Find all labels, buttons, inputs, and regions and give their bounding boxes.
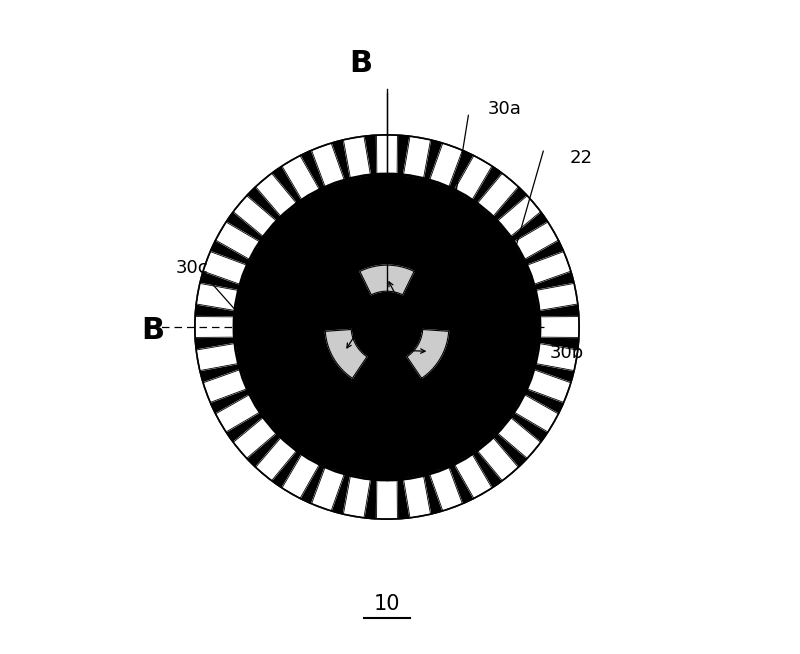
- Text: 10: 10: [374, 594, 400, 613]
- Circle shape: [369, 309, 406, 345]
- Circle shape: [241, 181, 534, 473]
- Polygon shape: [407, 330, 449, 378]
- Polygon shape: [430, 467, 462, 511]
- Circle shape: [195, 135, 579, 519]
- Text: B: B: [350, 49, 373, 78]
- Polygon shape: [195, 317, 234, 337]
- Circle shape: [318, 258, 455, 396]
- Polygon shape: [360, 265, 414, 295]
- Polygon shape: [478, 438, 518, 481]
- Text: 22: 22: [570, 148, 592, 167]
- Polygon shape: [203, 252, 247, 284]
- Polygon shape: [454, 454, 492, 498]
- Polygon shape: [343, 475, 370, 518]
- Polygon shape: [343, 136, 370, 179]
- Text: 30a: 30a: [488, 100, 522, 118]
- Polygon shape: [216, 222, 260, 260]
- Polygon shape: [282, 156, 319, 200]
- Polygon shape: [377, 135, 398, 175]
- Polygon shape: [256, 173, 297, 216]
- Polygon shape: [430, 143, 462, 187]
- Polygon shape: [377, 479, 398, 519]
- Polygon shape: [311, 467, 344, 511]
- Polygon shape: [540, 317, 579, 337]
- Polygon shape: [498, 196, 541, 237]
- Polygon shape: [535, 283, 578, 311]
- Polygon shape: [535, 343, 578, 371]
- Circle shape: [296, 236, 478, 418]
- Polygon shape: [234, 417, 277, 458]
- Polygon shape: [196, 283, 238, 311]
- Circle shape: [353, 293, 421, 361]
- Polygon shape: [216, 394, 260, 432]
- Polygon shape: [527, 370, 571, 402]
- Text: B: B: [141, 316, 164, 345]
- Polygon shape: [403, 475, 430, 518]
- Polygon shape: [454, 156, 492, 200]
- Polygon shape: [527, 252, 571, 284]
- Text: 30b: 30b: [550, 344, 584, 362]
- Text: 30c: 30c: [175, 260, 208, 277]
- Polygon shape: [514, 394, 558, 432]
- Polygon shape: [514, 222, 558, 260]
- Polygon shape: [311, 143, 344, 187]
- Circle shape: [273, 213, 501, 441]
- Polygon shape: [326, 330, 367, 378]
- Polygon shape: [478, 173, 518, 216]
- Polygon shape: [256, 438, 297, 481]
- Circle shape: [325, 265, 449, 389]
- Polygon shape: [196, 343, 238, 371]
- Polygon shape: [234, 196, 277, 237]
- Polygon shape: [403, 136, 430, 179]
- Polygon shape: [498, 417, 541, 458]
- Polygon shape: [282, 454, 319, 498]
- Polygon shape: [203, 370, 247, 402]
